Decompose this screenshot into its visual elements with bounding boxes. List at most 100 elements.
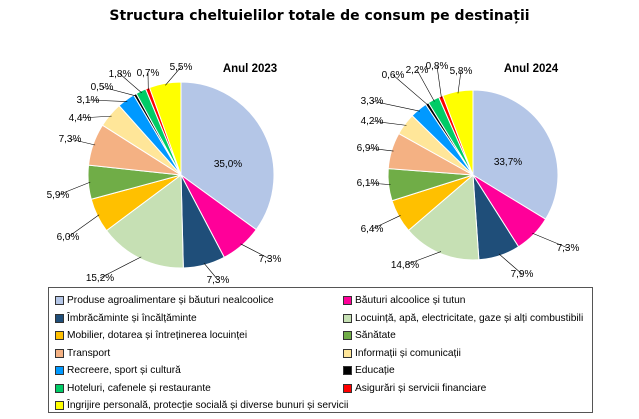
pie-charts: 35,0% 7,3% 7,3% 15,2% 6,0% 5,9% 7,3% 4,4% 3,1% 0,… <box>47 61 580 286</box>
leader-line-0-8 <box>87 99 128 102</box>
data-label-0-3: 15,2% <box>86 273 114 284</box>
legend-item: Produse agroalimentare și băuturi nealco… <box>55 292 348 310</box>
leader-line-0-4 <box>67 214 100 238</box>
data-label-1-6: 6,9% <box>357 143 380 154</box>
pie-title-0: Anul 2023 <box>223 63 277 75</box>
data-label-1-11: 0,8% <box>426 61 449 72</box>
pie-slice-0-0 <box>180 81 275 231</box>
leader-line-1-6 <box>367 147 394 152</box>
legend-swatch <box>55 383 64 393</box>
leader-line-1-9 <box>392 74 429 106</box>
legend-label: Educație <box>355 365 395 377</box>
legend-item: Educație <box>343 362 583 380</box>
data-label-1-10: 2,2% <box>406 65 429 76</box>
legend-label: Transport <box>67 347 111 359</box>
legend-item: Băuturi alcoolice și tutun <box>343 292 583 310</box>
data-label-0-11: 0,7% <box>137 68 160 79</box>
legend-swatch <box>343 366 352 376</box>
leader-line-0-2 <box>203 262 219 281</box>
leader-line-1-5 <box>367 182 391 185</box>
legend-label: Informații și comunicații <box>355 347 461 359</box>
leader-line-0-1 <box>240 243 271 260</box>
leader-line-0-10 <box>119 73 142 94</box>
leader-line-0-5 <box>57 181 91 196</box>
data-label-1-1: 7,3% <box>557 243 580 254</box>
legend-swatch <box>55 296 64 306</box>
leader-line-0-7 <box>79 115 112 119</box>
legend-label: Recreere, sport și cultură <box>67 365 181 377</box>
data-label-1-4: 6,4% <box>361 224 384 235</box>
data-label-0-12: 5,5% <box>170 62 193 73</box>
legend-column-left: Produse agroalimentare și băuturi nealco… <box>55 292 348 415</box>
legend-label: Mobilier, dotarea și întreținerea locuin… <box>67 330 248 342</box>
data-label-0-10: 1,8% <box>109 69 132 80</box>
pie-slice-1-0 <box>472 89 559 220</box>
data-label-1-3: 14,8% <box>391 260 419 271</box>
legend-item: Sănătate <box>343 327 583 345</box>
leader-line-0-3 <box>99 256 142 279</box>
data-label-0-8: 3,1% <box>77 95 100 106</box>
data-label-0-0: 35,0% <box>214 159 242 170</box>
pie-slice-0-12 <box>148 81 182 176</box>
pie-chart-2023: 35,0% 7,3% 7,3% 15,2% 6,0% 5,9% 7,3% 4,4% 3,1% 0,… <box>47 62 282 286</box>
pie-title-1: Anul 2024 <box>504 63 559 75</box>
legend-swatch <box>343 296 352 306</box>
data-label-0-6: 7,3% <box>59 134 82 145</box>
legend-item: Transport <box>55 345 348 363</box>
legend-label: Produse agroalimentare și băuturi nealco… <box>67 295 274 307</box>
legend-label: Băuturi alcoolice și tutun <box>355 295 466 307</box>
legend: Produse agroalimentare și băuturi nealco… <box>48 287 593 413</box>
legend-label: Îmbrăcăminte și încălțăminte <box>67 312 197 324</box>
data-label-1-0: 33,7% <box>494 157 522 168</box>
data-label-1-8: 3,3% <box>361 96 384 107</box>
data-label-1-5: 6,1% <box>357 178 380 189</box>
legend-item: Locuință, apă, electricitate, gaze și al… <box>343 310 583 328</box>
leader-line-1-4 <box>371 215 401 230</box>
legend-item: Recreere, sport și cultură <box>55 362 348 380</box>
leader-line-1-11 <box>436 65 442 99</box>
legend-column-right: Băuturi alcoolice și tutun Locuință, apă,… <box>343 292 583 397</box>
leader-line-1-3 <box>404 251 442 266</box>
data-label-1-2: 7,9% <box>511 269 534 280</box>
legend-swatch <box>343 348 352 358</box>
leader-line-1-12 <box>457 70 462 94</box>
leader-line-0-6 <box>69 138 96 146</box>
legend-swatch <box>343 383 352 393</box>
leader-line-0-9 <box>101 86 136 97</box>
legend-swatch <box>343 313 352 323</box>
data-label-0-9: 0,5% <box>91 82 114 93</box>
legend-label: Hoteluri, cafenele și restaurante <box>67 382 211 394</box>
leader-line-1-8 <box>371 100 420 112</box>
data-label-0-2: 7,3% <box>207 275 230 286</box>
legend-swatch <box>55 348 64 358</box>
legend-item: Îmbrăcăminte și încălțăminte <box>55 310 348 328</box>
legend-label: Sănătate <box>355 330 396 342</box>
data-label-0-1: 7,3% <box>259 254 282 265</box>
pie-slice-1-3 <box>407 173 480 261</box>
data-label-1-7: 4,2% <box>361 116 384 127</box>
pie-chart-2024: 33,7% 7,3% 7,9% 14,8% 6,4% 6,1% 6,9% 4,2% 3,3% 0,… <box>357 61 580 280</box>
data-label-0-5: 5,9% <box>47 190 70 201</box>
legend-swatch <box>55 401 64 411</box>
leader-line-1-1 <box>532 232 569 249</box>
legend-item: Hoteluri, cafenele și restaurante <box>55 380 348 398</box>
legend-item: Îngrijire personală, protecție socială ș… <box>55 397 348 415</box>
legend-swatch <box>55 331 64 341</box>
legend-swatch <box>343 331 352 341</box>
leader-line-1-2 <box>498 253 523 275</box>
data-label-0-4: 6,0% <box>57 232 80 243</box>
legend-swatch <box>55 366 64 376</box>
legend-label: Îngrijire personală, protecție socială ș… <box>67 400 349 412</box>
legend-label: Asigurări și servicii financiare <box>355 382 487 394</box>
leader-line-1-10 <box>416 69 435 102</box>
data-label-0-7: 4,4% <box>69 113 92 124</box>
leader-line-0-12 <box>165 66 182 86</box>
chart-title: Structura cheltuielilor totale de consum… <box>109 8 530 24</box>
legend-item: Mobilier, dotarea și întreținerea locuin… <box>55 327 348 345</box>
legend-label: Locuință, apă, electricitate, gaze și al… <box>355 312 584 324</box>
pie-slice-1-12 <box>442 89 474 176</box>
pie-slice-0-3 <box>105 174 184 269</box>
legend-item: Informații și comunicații <box>343 345 583 363</box>
data-label-1-9: 0,6% <box>382 70 405 81</box>
data-label-1-12: 5,8% <box>450 66 473 77</box>
